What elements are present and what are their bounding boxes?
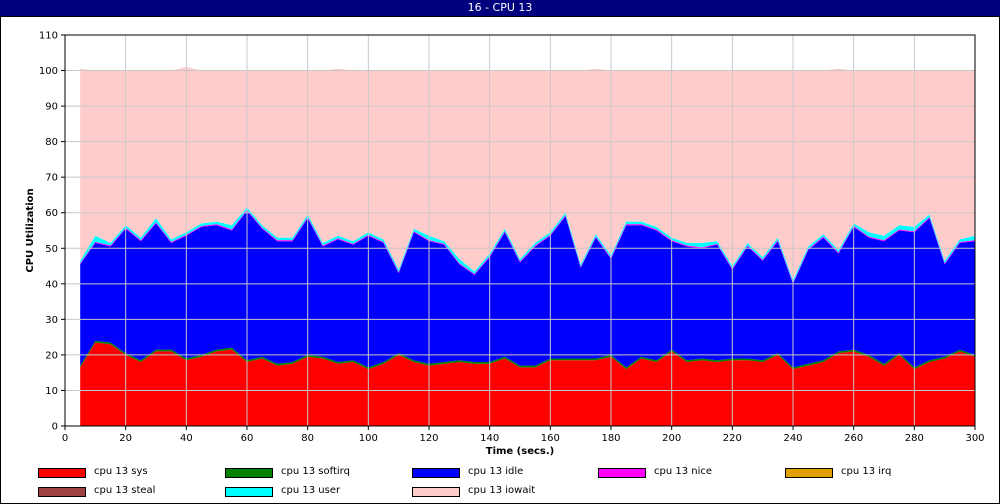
- cpu-utilization-chart: 0 10 20 30 40 50 60 70 80 90 100 110 0 20 40 60 80 100 120…: [25, 31, 985, 458]
- x-tick-label: 200: [662, 433, 681, 444]
- axes: 0 10 20 30 40 50 60 70 80 90 100 110 0 20 40 60 80 100 120…: [39, 31, 985, 445]
- legend-label: cpu 13 sys: [94, 466, 148, 477]
- chart-frame: 0 10 20 30 40 50 60 70 80 90 100 110 0 20 40 60 80 100 120…: [0, 16, 1000, 504]
- area-cpu-13-sys: [80, 342, 975, 426]
- legend-label: cpu 13 softirq: [281, 466, 350, 477]
- y-tick-label: 100: [39, 66, 58, 77]
- legend-swatch: [412, 468, 460, 478]
- x-tick-label: 140: [480, 433, 499, 444]
- x-tick-label: 100: [359, 433, 378, 444]
- legend-label: cpu 13 iowait: [468, 485, 536, 496]
- y-tick-label: 0: [52, 422, 58, 433]
- y-tick-label: 40: [45, 279, 58, 290]
- legend-label: cpu 13 idle: [468, 466, 524, 477]
- x-tick-label: 180: [601, 433, 620, 444]
- legend-swatch: [598, 468, 646, 478]
- y-tick-label: 80: [45, 137, 58, 148]
- x-tick-label: 60: [241, 433, 254, 444]
- y-tick-label: 70: [45, 173, 58, 184]
- legend-swatch: [225, 468, 273, 478]
- y-tick-label: 50: [45, 244, 58, 255]
- y-tick-label: 10: [45, 386, 58, 397]
- x-tick-label: 280: [905, 433, 924, 444]
- y-tick-label: 30: [45, 315, 58, 326]
- chart-title: 16 - CPU 13: [0, 0, 1000, 16]
- y-tick-label: 60: [45, 208, 58, 219]
- x-tick-label: 160: [541, 433, 560, 444]
- legend-swatch: [225, 487, 273, 497]
- area-cpu-13-iowait: [80, 67, 975, 281]
- legend-label: cpu 13 user: [281, 485, 341, 496]
- y-tick-label: 20: [45, 350, 58, 361]
- x-tick-label: 80: [301, 433, 314, 444]
- legend-label: cpu 13 steal: [94, 485, 156, 496]
- x-tick-label: 260: [844, 433, 863, 444]
- x-axis-label: Time (secs.): [486, 446, 555, 457]
- x-tick-label: 0: [62, 433, 68, 444]
- x-tick-label: 20: [119, 433, 132, 444]
- legend-label: cpu 13 nice: [654, 466, 713, 477]
- legend-swatch: [785, 468, 833, 478]
- y-tick-label: 90: [45, 102, 58, 113]
- x-tick-label: 220: [723, 433, 742, 444]
- x-tick-label: 300: [965, 433, 984, 444]
- x-tick-label: 120: [419, 433, 438, 444]
- stacked-areas: [80, 67, 975, 426]
- legend-swatch: [412, 487, 460, 497]
- x-tick-label: 240: [783, 433, 802, 444]
- y-axis-label: CPU Utilization: [25, 188, 36, 272]
- area-cpu-13-idle: [80, 210, 975, 368]
- legend-swatch: [38, 468, 86, 478]
- y-tick-label: 110: [39, 31, 58, 42]
- x-tick-label: 40: [180, 433, 193, 444]
- legend-swatch: [38, 487, 86, 497]
- plot-border: [64, 34, 976, 427]
- legend-label: cpu 13 irq: [841, 466, 892, 477]
